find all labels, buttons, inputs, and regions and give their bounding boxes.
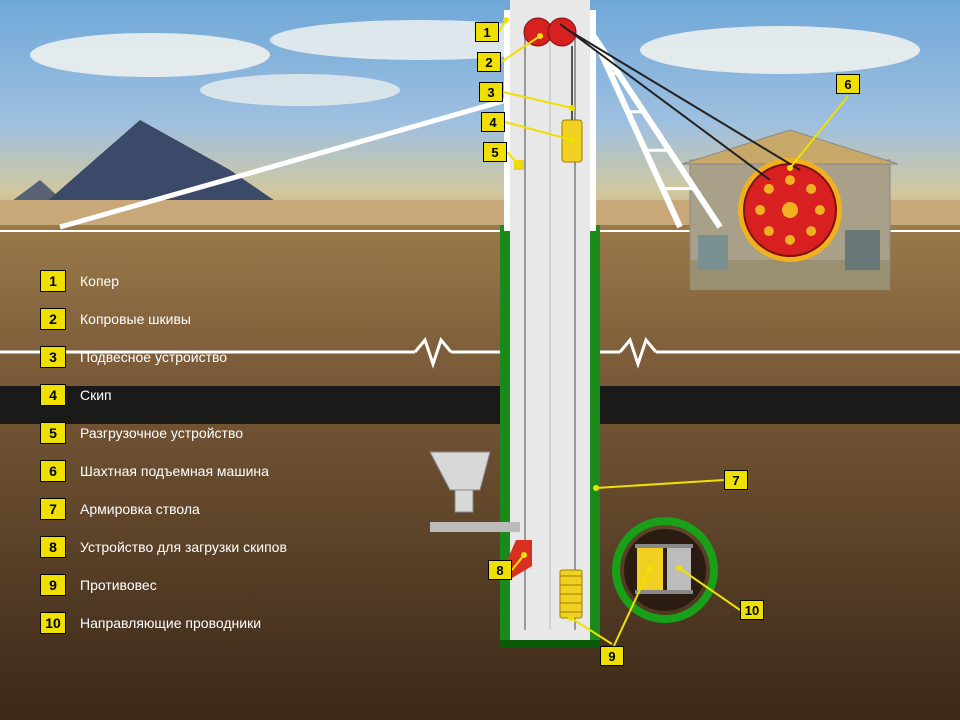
legend: 1 Копер 2 Копровые шкивы 3 Подвесное устройст… bbox=[40, 270, 287, 650]
legend-row: 8 Устройство для загрузки скипов bbox=[40, 536, 287, 558]
legend-number: 6 bbox=[40, 460, 66, 482]
callout-badge: 4 bbox=[481, 112, 505, 132]
legend-row: 10 Направляющие проводники bbox=[40, 612, 287, 634]
legend-label: Копер bbox=[80, 273, 119, 289]
legend-number: 3 bbox=[40, 346, 66, 368]
legend-row: 4 Скип bbox=[40, 384, 287, 406]
legend-label: Скип bbox=[80, 387, 112, 403]
callout-badge: 9 bbox=[600, 646, 624, 666]
callout-badge: 7 bbox=[724, 470, 748, 490]
callout-badge: 3 bbox=[479, 82, 503, 102]
legend-number: 4 bbox=[40, 384, 66, 406]
callout-badge: 2 bbox=[477, 52, 501, 72]
legend-number: 1 bbox=[40, 270, 66, 292]
legend-label: Направляющие проводники bbox=[80, 615, 261, 631]
callout-badge: 6 bbox=[836, 74, 860, 94]
legend-row: 6 Шахтная подъемная машина bbox=[40, 460, 287, 482]
callout-badge: 8 bbox=[488, 560, 512, 580]
legend-number: 5 bbox=[40, 422, 66, 444]
legend-label: Противовес bbox=[80, 577, 157, 593]
legend-row: 7 Армировка ствола bbox=[40, 498, 287, 520]
legend-label: Устройство для загрузки скипов bbox=[80, 539, 287, 555]
legend-label: Копровые шкивы bbox=[80, 311, 191, 327]
callout-badge: 10 bbox=[740, 600, 764, 620]
legend-row: 3 Подвесное устройство bbox=[40, 346, 287, 368]
legend-row: 5 Разгрузочное устройство bbox=[40, 422, 287, 444]
callout-badge: 5 bbox=[483, 142, 507, 162]
legend-number: 7 bbox=[40, 498, 66, 520]
legend-label: Подвесное устройство bbox=[80, 349, 227, 365]
legend-number: 2 bbox=[40, 308, 66, 330]
legend-label: Армировка ствола bbox=[80, 501, 200, 517]
legend-row: 1 Копер bbox=[40, 270, 287, 292]
legend-row: 2 Копровые шкивы bbox=[40, 308, 287, 330]
legend-label: Шахтная подъемная машина bbox=[80, 463, 269, 479]
legend-number: 9 bbox=[40, 574, 66, 596]
legend-label: Разгрузочное устройство bbox=[80, 425, 243, 441]
callout-badge: 1 bbox=[475, 22, 499, 42]
legend-number: 10 bbox=[40, 612, 66, 634]
legend-row: 9 Противовес bbox=[40, 574, 287, 596]
legend-number: 8 bbox=[40, 536, 66, 558]
